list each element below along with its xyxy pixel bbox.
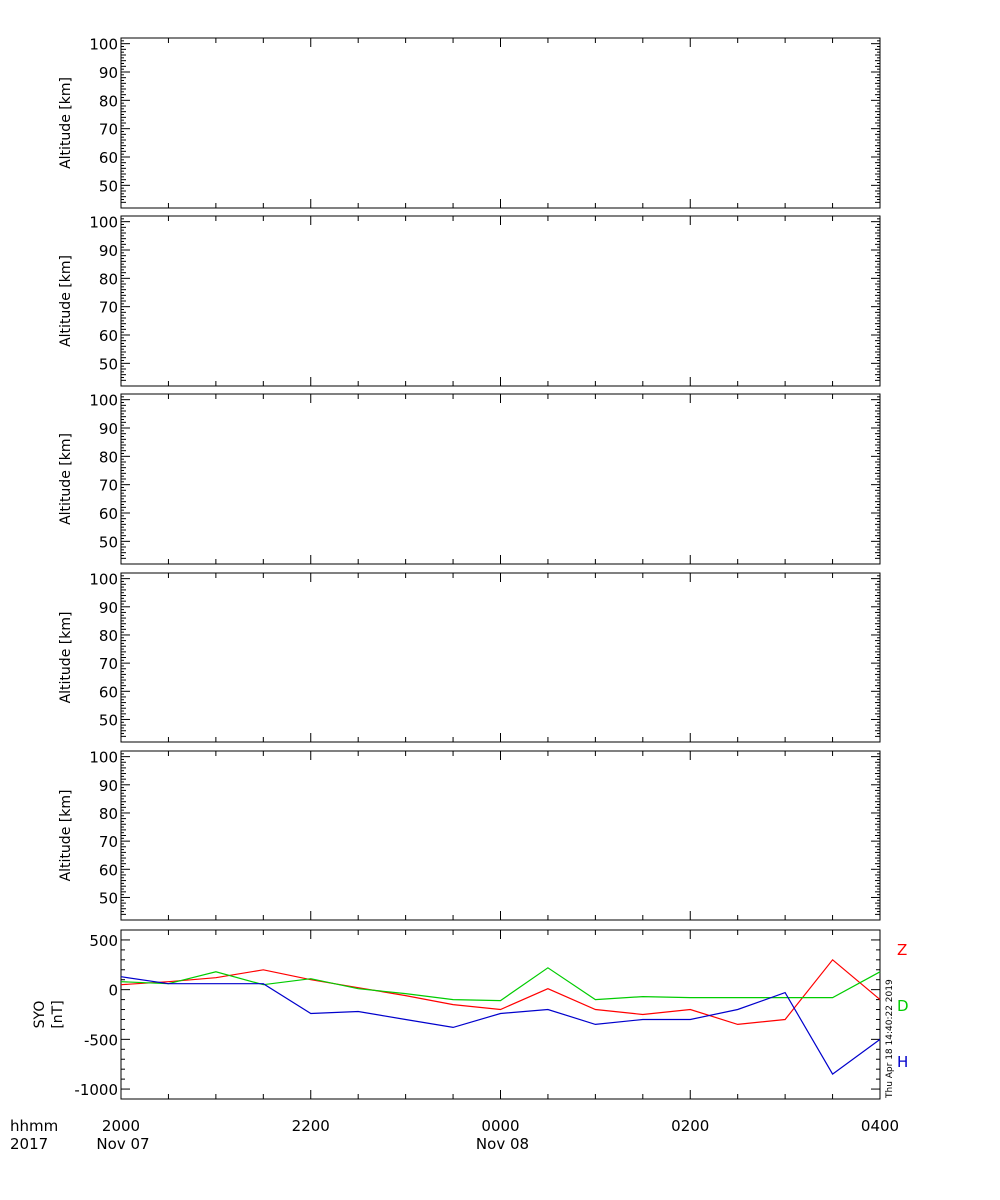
panel-frame (120, 393, 881, 565)
panel-frame (120, 929, 881, 1100)
y-tick-label: 100 (89, 214, 118, 232)
y-tick-label: 80 (99, 448, 118, 466)
legend-z: Z (897, 941, 907, 959)
y-tick-label: 70 (99, 299, 118, 317)
x-date-label: Nov 08 (476, 1135, 529, 1153)
y-tick-label: 70 (99, 655, 118, 673)
y-tick-label: 60 (99, 327, 118, 345)
y-tick-label: 100 (89, 392, 118, 410)
y-tick-label: 500 (89, 932, 118, 950)
y-tick-label: 50 (99, 533, 118, 551)
x-tick-label: 2000 (102, 1117, 140, 1135)
y-tick-label: -500 (84, 1031, 118, 1049)
y-tick-label: 80 (99, 627, 118, 645)
series-line-h (120, 976, 881, 1075)
panel-2: 50 60 70 80 90 100 Altitude [km] (58, 214, 881, 387)
y-axis-label: Altitude [km] (58, 77, 74, 169)
y-tick-label: 70 (99, 833, 118, 851)
y-axis-label: [nT] (50, 1000, 66, 1028)
y-tick-label: 100 (89, 571, 118, 589)
y-tick-label: 80 (99, 92, 118, 110)
y-axis-label: Altitude [km] (58, 255, 74, 347)
x-axis: hhmm 2017 2000 2200 0000 0200 0400 Nov 07 Nov … (10, 1117, 899, 1153)
y-tick-label: 100 (89, 749, 118, 767)
panel-1: 50 60 70 80 90 100 Altitude [km] (58, 36, 881, 209)
y-tick-label: 0 (108, 982, 118, 1000)
panel-frame (120, 37, 881, 209)
y-tick-label: 70 (99, 121, 118, 139)
panel-3: 50 60 70 80 90 100 Altitude [km] (58, 392, 881, 565)
x-tick-label: 0400 (861, 1117, 899, 1135)
y-axis-label: SYO (32, 1001, 48, 1029)
y-tick-label: 50 (99, 889, 118, 907)
y-tick-label: 90 (99, 420, 118, 438)
x-tick-label: 0200 (671, 1117, 709, 1135)
y-axis-label: Altitude [km] (58, 612, 74, 704)
y-tick-label: 90 (99, 599, 118, 617)
timestamp: Thu Apr 18 14:40:22 2019 (885, 979, 895, 1099)
legend-h: H (897, 1053, 908, 1071)
x-axis-row-label: hhmm (10, 1117, 58, 1135)
y-axis-label: Altitude [km] (58, 790, 74, 882)
y-tick-label: 60 (99, 861, 118, 879)
y-tick-label: 70 (99, 477, 118, 495)
panel-6: 500 0 -500 -1000 SYO [nT] Z D H (32, 929, 909, 1100)
y-tick-label: 90 (99, 64, 118, 82)
y-tick-label: -1000 (74, 1081, 118, 1099)
y-tick-label: 60 (99, 149, 118, 167)
y-tick-label: 80 (99, 270, 118, 288)
series-line-z (120, 958, 881, 1026)
panel-5: 50 60 70 80 90 100 Altitude [km] (58, 749, 881, 921)
x-tick-label: 0000 (481, 1117, 519, 1135)
panels: 50 60 70 80 90 100 Altitude [km] 50 60 70 80 90 100 A… (32, 36, 909, 1100)
panel-frame (120, 215, 881, 387)
panel-frame (120, 572, 881, 743)
y-tick-label: 60 (99, 683, 118, 701)
y-tick-label: 50 (99, 711, 118, 729)
x-tick-label: 2200 (292, 1117, 330, 1135)
y-tick-label: 90 (99, 242, 118, 260)
legend-d: D (897, 997, 909, 1015)
series-line-d (120, 967, 881, 1002)
x-axis-year-label: 2017 (10, 1135, 48, 1153)
panel-frame (120, 750, 881, 921)
y-tick-label: 60 (99, 505, 118, 523)
y-axis-label: Altitude [km] (58, 433, 74, 525)
y-tick-label: 80 (99, 805, 118, 823)
panel-4: 50 60 70 80 90 100 Altitude [km] (58, 571, 881, 743)
y-tick-label: 90 (99, 777, 118, 795)
y-tick-label: 50 (99, 177, 118, 195)
x-date-label: Nov 07 (96, 1135, 149, 1153)
y-tick-label: 50 (99, 355, 118, 373)
y-tick-label: 100 (89, 36, 118, 54)
